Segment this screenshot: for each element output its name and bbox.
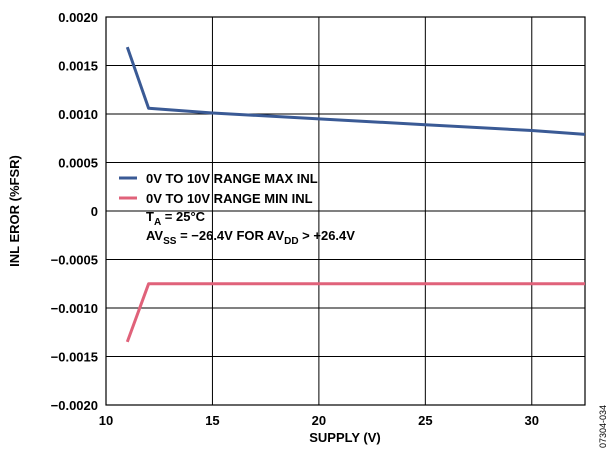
y-tick-label: 0.0015	[58, 59, 98, 74]
series-line-max-inl	[125, 46, 586, 136]
x-tick-label: 10	[99, 413, 113, 428]
x-tick-label: 15	[205, 413, 219, 428]
y-tick-label: 0.0005	[58, 156, 98, 171]
y-tick-label: −0.0020	[51, 398, 98, 413]
x-axis-title: SUPPLY (V)	[309, 430, 381, 445]
y-tick-label: 0	[91, 204, 98, 219]
y-tick-label: −0.0015	[51, 350, 98, 365]
x-tick-label: 30	[525, 413, 539, 428]
x-tick-label: 20	[312, 413, 326, 428]
y-tick-label: −0.0010	[51, 301, 98, 316]
annotation-ta: TA = 25°C	[146, 209, 206, 228]
y-tick-label: −0.0005	[51, 253, 98, 268]
series-line-min-inl	[125, 282, 585, 343]
series-layer	[125, 46, 586, 343]
y-tick-label: 0.0010	[58, 107, 98, 122]
annotation-av: AVSS = −26.4V FOR AVDD > +26.4V	[146, 228, 355, 247]
y-axis-title: INL EROR (%FSR)	[7, 155, 22, 267]
grid-layer	[106, 17, 585, 405]
legend-label-max-inl: 0V TO 10V RANGE MAX INL	[146, 171, 318, 186]
tick-layer: 10 15 20 25 30 0.0020 0.0015 0.0010 0.0005 0 −0.00…	[51, 10, 539, 428]
legend-label-min-inl: 0V TO 10V RANGE MIN INL	[146, 191, 313, 206]
x-tick-label: 25	[418, 413, 432, 428]
figure-number: 07304-034	[598, 405, 608, 448]
y-tick-label: 0.0020	[58, 10, 98, 25]
legend: 0V TO 10V RANGE MAX INL 0V TO 10V RANGE …	[119, 171, 318, 206]
